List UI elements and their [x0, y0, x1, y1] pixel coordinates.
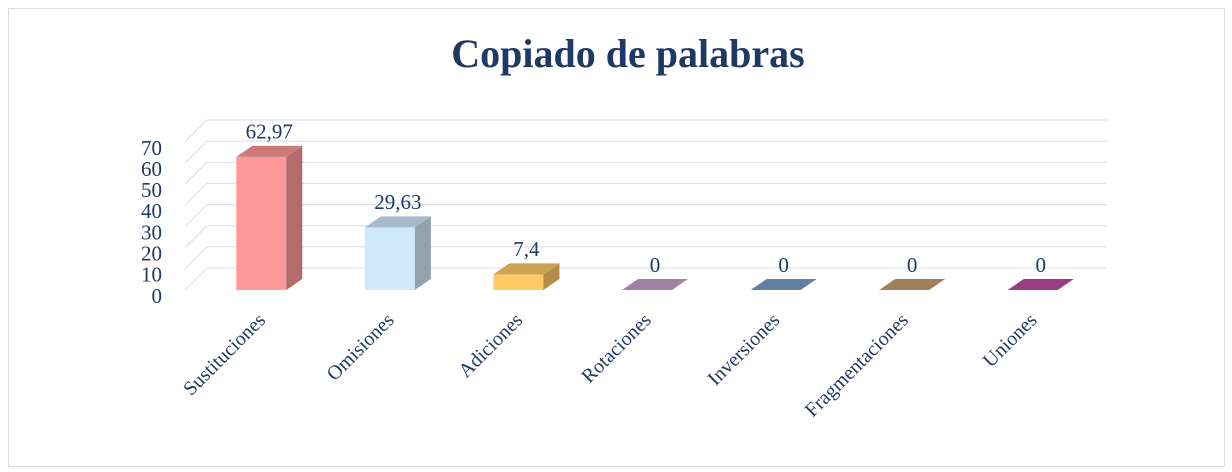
y-tick-label: 0: [152, 284, 163, 308]
bar-top: [879, 279, 946, 290]
bar-side: [414, 216, 431, 290]
bar: [1007, 279, 1074, 290]
y-tick-label: 70: [141, 136, 162, 160]
y-tick-label: 60: [141, 157, 162, 181]
y-tick-label: 40: [141, 199, 162, 223]
grid-line: [184, 246, 1107, 270]
grid-line: [184, 204, 1107, 227]
value-label: 62,97: [246, 120, 293, 144]
grid-line: [184, 267, 1107, 291]
bar-top: [493, 263, 560, 275]
value-label: 7,4: [513, 237, 540, 261]
y-tick-label: 10: [141, 263, 162, 287]
bar-front: [236, 156, 287, 290]
value-label: 0: [1035, 253, 1046, 277]
bar-front: [364, 227, 415, 290]
bar-top: [622, 279, 688, 290]
bar: [622, 279, 688, 290]
chart-frame: [8, 8, 1225, 467]
y-tick-label: 30: [141, 220, 162, 244]
grid-line: [184, 140, 1107, 164]
y-tick-label: 50: [141, 178, 162, 202]
bar-top: [1007, 279, 1074, 290]
value-label: 0: [907, 253, 918, 277]
bar: [750, 279, 817, 290]
chart-title: Copiado de palabras: [451, 31, 804, 76]
y-tick-label: 20: [141, 242, 162, 266]
bar: [236, 145, 303, 290]
grid-line: [184, 182, 1107, 206]
bar-side: [543, 263, 560, 290]
bar: [879, 279, 946, 290]
bar-front: [493, 274, 544, 290]
grid-line: [184, 225, 1107, 249]
value-label: 29,63: [374, 190, 421, 214]
bar: [364, 216, 431, 290]
bar: [493, 263, 560, 290]
value-label: 0: [778, 253, 789, 277]
value-label: 0: [650, 253, 661, 277]
grid-line: [184, 119, 1107, 143]
grid-line: [184, 161, 1107, 185]
bar-top: [236, 145, 303, 157]
bar-top: [750, 279, 817, 290]
bar-side: [286, 145, 303, 290]
bar-top: [364, 216, 431, 228]
